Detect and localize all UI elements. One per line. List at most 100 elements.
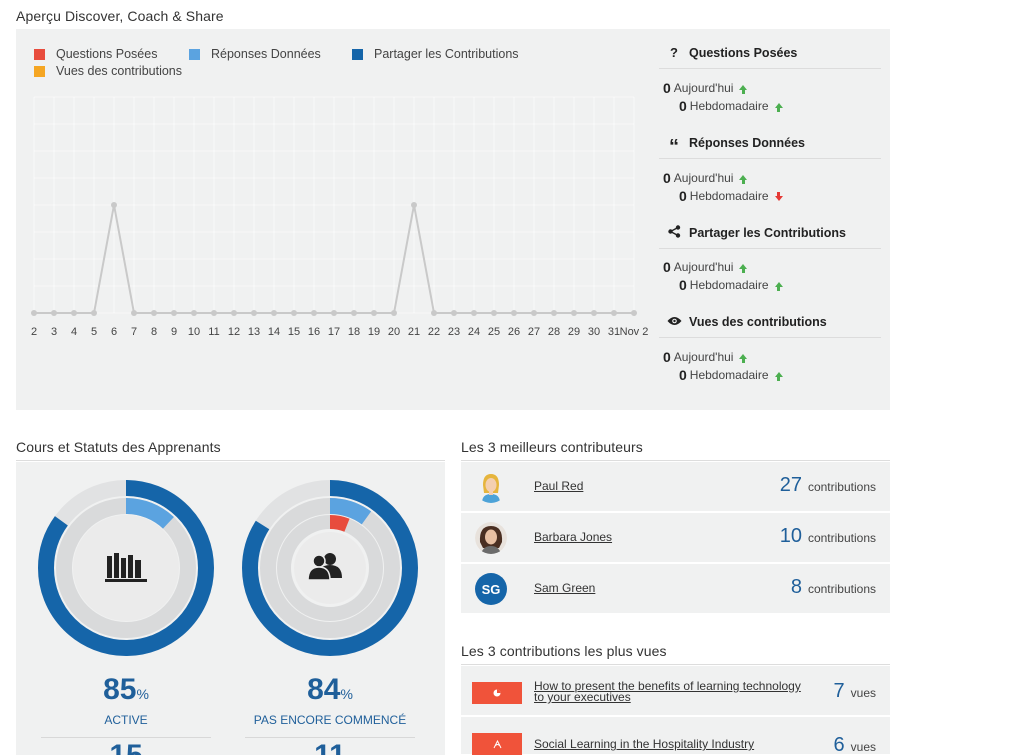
data-point[interactable]: [91, 310, 97, 316]
legend-label: Partager les Contributions: [374, 47, 519, 61]
donut-third-arc: [277, 515, 383, 621]
active-label: ACTIVE: [104, 713, 148, 727]
active-next-value: 15: [36, 739, 216, 755]
x-tick-label: 5: [91, 326, 97, 338]
data-point[interactable]: [511, 310, 517, 316]
data-point[interactable]: [271, 310, 277, 316]
data-point[interactable]: [191, 310, 197, 316]
x-tick-label: 19: [368, 326, 380, 338]
stat-value: 0: [679, 188, 687, 204]
x-tick-label: 18: [348, 326, 360, 338]
not-started-label: PAS ENCORE COMMENCÉ: [253, 713, 407, 727]
count-unit: vues: [850, 740, 876, 754]
data-point[interactable]: [31, 310, 37, 316]
x-tick-label: 7: [131, 326, 137, 338]
data-point[interactable]: [111, 202, 117, 208]
overview-title: Aperçu Discover, Coach & Share: [16, 8, 224, 24]
quote-icon: “: [669, 135, 679, 158]
stat-header-views: Vues des contributions: [659, 306, 881, 338]
data-point[interactable]: [611, 310, 617, 316]
data-point[interactable]: [311, 310, 317, 316]
activity-line-chart: 2 3 4 5 6 7 8 9 10 11 12 13 14 15 16 17 18 19 20 21 22 23 24 25…: [31, 96, 648, 338]
data-point[interactable]: [631, 310, 637, 316]
data-point[interactable]: [431, 310, 437, 316]
x-tick-label: 17: [328, 326, 340, 338]
stat-weekly: 0 Hebdomadaire: [679, 367, 783, 383]
legend-item-questions[interactable]: Questions Posées: [34, 47, 157, 61]
eye-icon: [659, 314, 689, 329]
data-point[interactable]: [451, 310, 457, 316]
data-point[interactable]: [571, 310, 577, 316]
stat-header-answers: “ Réponses Données: [659, 127, 881, 159]
data-point[interactable]: [51, 310, 57, 316]
data-point[interactable]: [71, 310, 77, 316]
contributor-name-link[interactable]: Barbara Jones: [534, 530, 613, 544]
contributor-row: Paul Red 27 contributions: [461, 462, 890, 512]
stat-title: Réponses Données: [689, 135, 806, 150]
trend-up-icon: [774, 371, 783, 381]
stat-value: 0: [679, 277, 687, 293]
stat-label: Hebdomadaire: [689, 189, 769, 203]
legend-item-views[interactable]: Vues des contributions: [34, 64, 182, 78]
legend-swatch: [189, 48, 200, 60]
stat-value: 0: [663, 259, 671, 275]
count-value: 6: [833, 734, 845, 755]
data-point[interactable]: [331, 310, 337, 316]
data-point[interactable]: [211, 310, 217, 316]
trend-up-icon: [739, 84, 748, 94]
x-tick-label: 16: [308, 326, 320, 338]
data-point[interactable]: [251, 310, 257, 316]
courses-title: Cours et Statuts des Apprenants: [16, 439, 221, 455]
avatar: SG: [475, 573, 507, 605]
x-tick-label: 26: [508, 326, 520, 338]
data-point[interactable]: [171, 310, 177, 316]
x-tick-label: 29: [568, 326, 580, 338]
stat-value: 0: [679, 98, 687, 114]
question-icon: ?: [670, 45, 678, 60]
courses-panel: 85% ACTIVE 15 84% PAS ENCORE COMMENCÉ 11: [16, 462, 445, 755]
data-point[interactable]: [491, 310, 497, 316]
legend-item-answers[interactable]: Réponses Données: [189, 47, 321, 61]
percent-value: 85: [103, 673, 137, 706]
x-tick-label: 23: [448, 326, 460, 338]
count-unit: contributions: [807, 531, 876, 545]
data-point[interactable]: [391, 310, 397, 316]
pdf-icon: [472, 733, 522, 755]
percent-symbol: %: [340, 686, 353, 702]
data-point[interactable]: [291, 310, 297, 316]
contributor-name-link[interactable]: Paul Red: [534, 479, 584, 493]
active-donut-chart: [38, 480, 214, 656]
data-point[interactable]: [151, 310, 157, 316]
contribution-title-link[interactable]: Social Learning in the Hospitality Indus…: [534, 737, 755, 751]
x-tick-label: 4: [71, 326, 77, 338]
divider: [461, 664, 890, 665]
share-icon: [659, 224, 689, 241]
data-point[interactable]: [231, 310, 237, 316]
percent-symbol: %: [136, 686, 149, 702]
avatar: [475, 522, 507, 554]
contributor-row: Barbara Jones 10 contributions: [461, 513, 890, 563]
data-point[interactable]: [351, 310, 357, 316]
trend-up-icon: [774, 281, 783, 291]
viewed-contribution-row: How to present the benefits of learning …: [461, 666, 890, 716]
data-point[interactable]: [131, 310, 137, 316]
stat-value: 0: [679, 367, 687, 383]
percent-value: 84: [307, 673, 341, 706]
contributor-name-link[interactable]: Sam Green: [534, 581, 596, 595]
data-point[interactable]: [591, 310, 597, 316]
legend-item-shares[interactable]: Partager les Contributions: [352, 47, 519, 61]
data-point[interactable]: [551, 310, 557, 316]
trend-up-icon: [739, 353, 748, 363]
contribution-title-link[interactable]: How to present the benefits of learning …: [534, 679, 801, 704]
data-point[interactable]: [411, 202, 417, 208]
data-point[interactable]: [471, 310, 477, 316]
stat-header-questions: ? Questions Posées: [659, 37, 881, 69]
count-value: 10: [779, 525, 802, 547]
data-point[interactable]: [371, 310, 377, 316]
viewed-contribution-row: Social Learning in the Hospitality Indus…: [461, 717, 890, 755]
count-unit: contributions: [807, 582, 876, 596]
data-point[interactable]: [531, 310, 537, 316]
x-tick-label: 14: [268, 326, 280, 338]
stat-label: Aujourd'hui: [673, 350, 734, 364]
count-value: 8: [790, 576, 802, 598]
